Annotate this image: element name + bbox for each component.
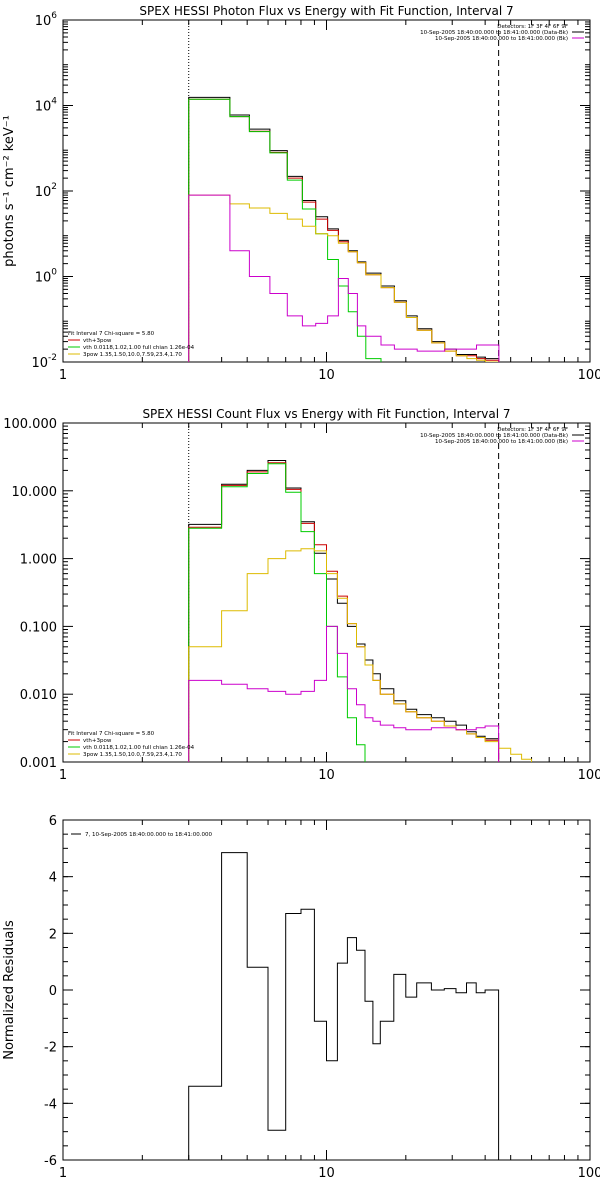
y-axis-label: Normalized Residuals [2, 920, 17, 1060]
series-line-0 [188, 852, 500, 1160]
y-tick-label: 10.000 [12, 485, 58, 500]
chart-panel-2: 1 10 100 -6 -4 -2 0 2 4 6 Normalized Residuals 7, 1… [2, 814, 600, 1181]
y-tick-exponent: 0 [51, 268, 57, 278]
x-tick-label: 1 [59, 1166, 67, 1181]
legend-bl-text: Fit Interval 7 Chi-square = 5.80 [68, 331, 155, 337]
legend-bl-text: vth 0.0118,1.02,1.00 full chian 1.26e-04 [83, 345, 195, 351]
y-tick-label: 1.000 [20, 553, 57, 568]
y-tick-label: 2 [49, 927, 57, 942]
y-axis-label: photons s⁻¹ cm⁻² keV⁻¹ [2, 115, 17, 267]
y-axis: 0.001 0.010 0.100 1.000 10.000 100.000 [3, 417, 590, 771]
legend-bl-text: Fit Interval 7 Chi-square = 5.80 [68, 731, 155, 737]
y-tick-label: 10-2 [31, 353, 57, 371]
legend-bl-text: vth 0.0118,1.02,1.00 full chian 1.26e-04 [83, 745, 195, 751]
legend-bl-text: 3pow 1.35,1.50,10.0,7.59,23.4,1.70 [83, 752, 182, 758]
series-line-4 [188, 194, 500, 362]
y-tick-label: 100 [35, 268, 58, 286]
chart-title: SPEX HESSI Photon Flux vs Energy with Fi… [139, 4, 513, 18]
series-group [188, 852, 500, 1160]
legend-tr-text: 10-Sep-2005 18:40:00.000 to 18:41:00.000… [435, 439, 568, 445]
y-axis: 10-2 100 102 104 106 [31, 11, 590, 371]
series-line-3 [188, 548, 532, 762]
series-line-1 [188, 98, 500, 362]
y-tick-label: 6 [49, 814, 57, 829]
series-group [188, 460, 532, 762]
y-tick-label: 0.010 [20, 688, 57, 703]
y-tick-label: 102 [35, 182, 57, 200]
series-line-4 [188, 625, 500, 762]
series-line-2 [188, 463, 366, 762]
chart-title: SPEX HESSI Count Flux vs Energy with Fit… [142, 407, 510, 421]
legend-bl-text: vth+3pow [83, 338, 112, 344]
series-line-0 [188, 96, 500, 362]
x-tick-label: 1 [59, 368, 67, 383]
y-tick-label: -2 [44, 1041, 57, 1056]
series-line-3 [188, 194, 500, 362]
y-tick-label: 4 [49, 871, 57, 886]
legend-bl-text: vth+3pow [83, 738, 112, 744]
y-axis: -6 -4 -2 0 2 4 6 [44, 814, 590, 1169]
y-tick-label: 104 [35, 97, 58, 115]
y-tick-label: 0.100 [20, 620, 57, 635]
y-tick-exponent: 4 [51, 97, 57, 107]
x-tick-label: 100 [578, 368, 600, 383]
y-tick-label: 0.001 [20, 756, 57, 771]
x-axis: 1 10 100 [59, 20, 600, 383]
legend-tr-text: 10-Sep-2005 18:40:00.000 to 18:41:00.000… [420, 30, 568, 36]
legend-tr-text: Detectors: 1F 3F 4F 6F 9F [497, 24, 568, 30]
series-group [188, 96, 500, 362]
x-tick-label: 10 [318, 1166, 335, 1181]
series-line-2 [188, 98, 382, 362]
y-tick-label: 106 [35, 11, 58, 29]
series-line-0 [188, 460, 500, 762]
legend-bl-text: 3pow 1.35,1.50,10.0,7.59,23.4,1.70 [83, 352, 182, 358]
x-tick-label: 1 [59, 768, 67, 783]
x-axis: 1 10 100 [59, 820, 600, 1181]
legend-tr-text: Detectors: 1F 3F 4F 6F 9F [497, 427, 568, 433]
y-tick-exponent: -2 [48, 353, 57, 363]
x-tick-label: 100 [578, 768, 600, 783]
plot-frame [62, 19, 591, 363]
plot-frame [62, 819, 591, 1161]
x-tick-label: 100 [578, 1166, 600, 1181]
x-axis: 1 10 100 [59, 423, 600, 783]
chart-panel-0: SPEX HESSI Photon Flux vs Energy with Fi… [2, 4, 600, 383]
y-tick-label: -6 [44, 1154, 57, 1169]
x-tick-label: 10 [318, 368, 335, 383]
x-tick-label: 10 [318, 768, 335, 783]
y-tick-exponent: 6 [51, 11, 57, 21]
legend-tl-text: 7, 10-Sep-2005 18:40:00.000 to 18:41:00.… [85, 832, 212, 838]
legend-tr-text: 10-Sep-2005 18:40:00.000 to 18:41:00.000… [435, 36, 568, 42]
y-tick-label: 0 [49, 984, 57, 999]
y-tick-label: -4 [44, 1097, 57, 1112]
chart-panel-1: SPEX HESSI Count Flux vs Energy with Fit… [3, 407, 600, 783]
legend-tr-text: 10-Sep-2005 18:40:00.000 to 18:41:00.000… [420, 433, 568, 439]
y-tick-label: 100.000 [3, 417, 57, 432]
y-tick-exponent: 2 [51, 182, 57, 192]
